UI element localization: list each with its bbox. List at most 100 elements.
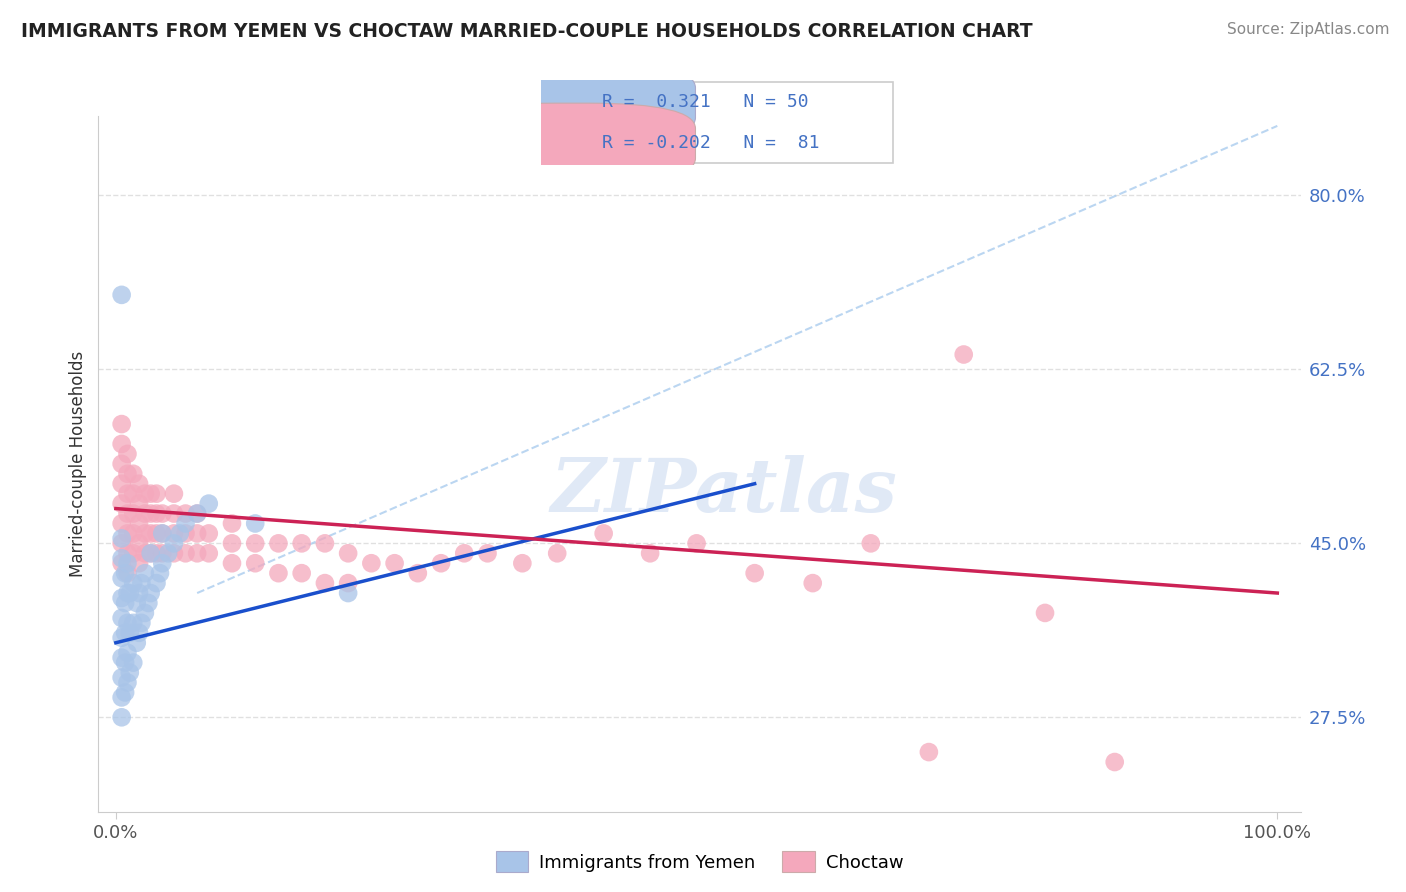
Point	[197, 526, 219, 541]
Point	[512, 556, 534, 570]
Point	[267, 536, 290, 550]
Point	[245, 536, 267, 550]
Text: ZIPatlas: ZIPatlas	[550, 456, 897, 528]
Point	[150, 546, 173, 560]
Point	[859, 536, 882, 550]
Point	[122, 615, 145, 630]
Point	[186, 507, 208, 521]
Point	[128, 476, 150, 491]
Point	[117, 507, 139, 521]
Point	[111, 437, 134, 451]
Point	[139, 546, 162, 560]
Point	[117, 486, 139, 500]
Point	[163, 486, 186, 500]
Point	[337, 586, 360, 600]
Point	[134, 606, 156, 620]
Point	[546, 546, 568, 560]
Point	[114, 596, 136, 610]
Point	[122, 507, 145, 521]
Point	[111, 532, 134, 546]
Point	[117, 546, 139, 560]
Point	[1033, 606, 1056, 620]
Point	[430, 556, 453, 570]
Point	[122, 576, 145, 591]
Point	[111, 650, 134, 665]
Point	[139, 507, 162, 521]
Point	[131, 576, 153, 591]
Point	[117, 526, 139, 541]
Point	[163, 546, 186, 560]
Point	[221, 516, 243, 531]
Legend: Immigrants from Yemen, Choctaw: Immigrants from Yemen, Choctaw	[496, 852, 903, 872]
Point	[118, 665, 141, 680]
Point	[114, 685, 136, 699]
Point	[801, 576, 824, 591]
Point	[114, 625, 136, 640]
Point	[111, 611, 134, 625]
Point	[128, 497, 150, 511]
Point	[592, 526, 614, 541]
Point	[117, 615, 139, 630]
FancyBboxPatch shape	[449, 103, 696, 184]
Point	[111, 516, 134, 531]
Point	[111, 591, 134, 605]
Point	[163, 526, 186, 541]
Point	[685, 536, 707, 550]
Point	[117, 556, 139, 570]
Point	[131, 615, 153, 630]
Point	[111, 457, 134, 471]
Point	[145, 546, 167, 560]
Point	[128, 586, 150, 600]
Point	[134, 566, 156, 581]
Point	[134, 526, 156, 541]
Point	[117, 646, 139, 660]
Point	[145, 526, 167, 541]
Point	[111, 631, 134, 645]
Point	[139, 486, 162, 500]
Point	[314, 576, 336, 591]
Point	[337, 546, 360, 560]
Point	[174, 516, 197, 531]
Point	[186, 507, 208, 521]
Point	[111, 671, 134, 685]
Point	[291, 566, 314, 581]
Point	[139, 586, 162, 600]
Point	[117, 447, 139, 461]
Point	[111, 551, 134, 566]
FancyBboxPatch shape	[449, 62, 696, 143]
Point	[952, 347, 974, 361]
Point	[134, 486, 156, 500]
Point	[1104, 755, 1126, 769]
Text: IMMIGRANTS FROM YEMEN VS CHOCTAW MARRIED-COUPLE HOUSEHOLDS CORRELATION CHART: IMMIGRANTS FROM YEMEN VS CHOCTAW MARRIED…	[21, 22, 1033, 41]
Point	[150, 507, 173, 521]
Point	[477, 546, 499, 560]
Point	[744, 566, 766, 581]
Point	[111, 690, 134, 705]
Point	[114, 656, 136, 670]
Point	[117, 566, 139, 581]
Point	[174, 526, 197, 541]
Point	[117, 675, 139, 690]
Point	[384, 556, 406, 570]
Text: Source: ZipAtlas.com: Source: ZipAtlas.com	[1226, 22, 1389, 37]
Point	[197, 546, 219, 560]
Point	[114, 566, 136, 581]
Point	[111, 497, 134, 511]
Point	[139, 526, 162, 541]
Point	[128, 536, 150, 550]
Point	[149, 566, 172, 581]
Point	[221, 536, 243, 550]
Point	[145, 486, 167, 500]
Point	[145, 507, 167, 521]
Point	[111, 536, 134, 550]
Point	[125, 636, 148, 650]
Point	[221, 556, 243, 570]
Point	[111, 556, 134, 570]
Point	[918, 745, 941, 759]
Point	[138, 596, 160, 610]
Point	[111, 476, 134, 491]
Point	[150, 526, 173, 541]
Point	[145, 576, 167, 591]
Point	[111, 710, 134, 724]
Point	[174, 546, 197, 560]
